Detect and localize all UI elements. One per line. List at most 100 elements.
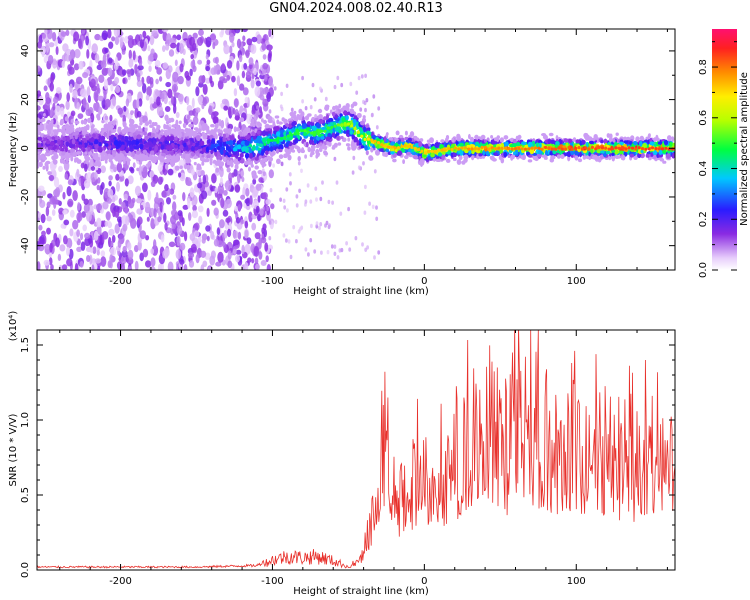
spectral-peak-point bbox=[112, 151, 116, 158]
noise-speckle bbox=[73, 63, 80, 71]
noise-speckle bbox=[234, 29, 241, 34]
bottom-plot-frame bbox=[36, 329, 676, 571]
spectral-peak-point bbox=[271, 150, 276, 156]
noise-speckle bbox=[244, 220, 249, 229]
noise-speckle bbox=[200, 250, 207, 258]
noise-speckle bbox=[66, 246, 70, 256]
noise-speckle bbox=[142, 182, 148, 193]
noise-speckle bbox=[142, 166, 148, 176]
spectral-peak-point bbox=[100, 127, 105, 132]
noise-speckle bbox=[254, 257, 259, 265]
spectral-peak-point bbox=[254, 157, 259, 161]
spectral-peak-point bbox=[53, 151, 58, 156]
noise-speckle bbox=[127, 266, 133, 270]
spectral-peak-point bbox=[42, 165, 46, 170]
ridge-point bbox=[480, 145, 484, 149]
noise-speckle bbox=[154, 90, 161, 96]
noise-speckle bbox=[198, 215, 203, 225]
noise-speckle bbox=[164, 184, 169, 192]
spectral-peak-point bbox=[667, 136, 672, 142]
noise-speckle bbox=[138, 165, 143, 176]
noise-speckle bbox=[213, 207, 219, 216]
spectral-peak-point bbox=[543, 156, 548, 160]
spectral-peak-point bbox=[345, 143, 351, 147]
noise-speckle bbox=[138, 98, 143, 107]
spectral-peak-point bbox=[336, 136, 340, 141]
noise-speckle bbox=[108, 180, 112, 187]
noise-speckle bbox=[188, 110, 194, 116]
spectral-peak-point bbox=[256, 130, 261, 135]
ridge-point bbox=[276, 136, 280, 140]
spectral-peak-point bbox=[331, 131, 336, 138]
spectral-peak-point bbox=[93, 139, 99, 145]
spectral-peak-point bbox=[174, 144, 178, 149]
spectral-peak-point bbox=[90, 136, 95, 143]
spectral-peak-point bbox=[345, 103, 350, 109]
spectral-peak-point bbox=[297, 114, 303, 121]
spectral-peak-point bbox=[370, 146, 374, 153]
noise-speckle bbox=[187, 198, 191, 209]
noise-speckle bbox=[364, 107, 367, 113]
spectral-peak-point bbox=[616, 155, 621, 159]
ridge-point bbox=[630, 146, 635, 150]
noise-speckle bbox=[279, 104, 283, 109]
noise-speckle bbox=[85, 109, 93, 117]
spectral-peak-point bbox=[184, 155, 189, 162]
noise-speckle bbox=[282, 233, 286, 238]
noise-speckle bbox=[121, 49, 126, 55]
ridge-point bbox=[560, 147, 564, 151]
spectral-peak-point bbox=[307, 113, 312, 117]
noise-speckle bbox=[268, 29, 272, 38]
noise-speckle bbox=[236, 38, 242, 49]
spectral-peak-point bbox=[466, 144, 471, 149]
spectral-peak-point bbox=[536, 153, 542, 158]
noise-speckle bbox=[76, 229, 80, 237]
noise-speckle bbox=[121, 249, 128, 258]
noise-speckle bbox=[198, 75, 204, 84]
noise-speckle bbox=[66, 186, 72, 197]
noise-speckle bbox=[113, 29, 120, 37]
spectral-peak-point bbox=[490, 135, 494, 139]
noise-speckle bbox=[76, 246, 82, 252]
spectral-peak-point bbox=[658, 149, 663, 155]
spectral-peak-point bbox=[58, 151, 62, 156]
noise-speckle bbox=[155, 78, 159, 85]
noise-speckle bbox=[134, 63, 138, 75]
spectral-peak-point bbox=[318, 108, 323, 114]
spectral-peak-point bbox=[216, 159, 222, 164]
spectral-peak-point bbox=[104, 155, 109, 161]
ridge-point bbox=[660, 147, 665, 151]
spectral-peak-point bbox=[485, 150, 490, 156]
noise-speckle bbox=[165, 33, 172, 45]
spectral-peak-point bbox=[81, 137, 86, 142]
spectral-peak-point bbox=[233, 126, 237, 133]
spectral-peak-point bbox=[616, 144, 622, 148]
ridge-point bbox=[273, 138, 277, 142]
spectral-peak-point bbox=[74, 134, 78, 140]
noise-speckle bbox=[136, 111, 142, 118]
noise-speckle bbox=[239, 83, 245, 91]
noise-speckle bbox=[262, 98, 266, 103]
spectral-peak-point bbox=[193, 155, 197, 160]
noise-speckle bbox=[309, 238, 313, 243]
spectral-peak-point bbox=[78, 144, 83, 149]
noise-speckle bbox=[55, 87, 62, 94]
ridge-point bbox=[313, 132, 317, 136]
ridge-point bbox=[360, 134, 364, 138]
spectral-peak-point bbox=[187, 119, 193, 123]
spectral-peak-point bbox=[133, 123, 139, 129]
noise-speckle bbox=[223, 229, 228, 239]
spectral-peak-point bbox=[640, 149, 644, 154]
noise-speckle bbox=[186, 180, 193, 187]
noise-speckle bbox=[311, 82, 315, 88]
noise-speckle bbox=[60, 223, 66, 229]
spectral-peak-point bbox=[291, 115, 296, 119]
noise-speckle bbox=[121, 69, 127, 76]
spectral-peak-point bbox=[178, 132, 182, 138]
noise-speckle bbox=[194, 111, 198, 119]
spectral-peak-point bbox=[647, 133, 651, 139]
spectral-peak-point bbox=[269, 146, 274, 152]
spectral-peak-point bbox=[193, 146, 199, 151]
ridge-point bbox=[346, 122, 350, 126]
ridge-point bbox=[453, 146, 457, 150]
